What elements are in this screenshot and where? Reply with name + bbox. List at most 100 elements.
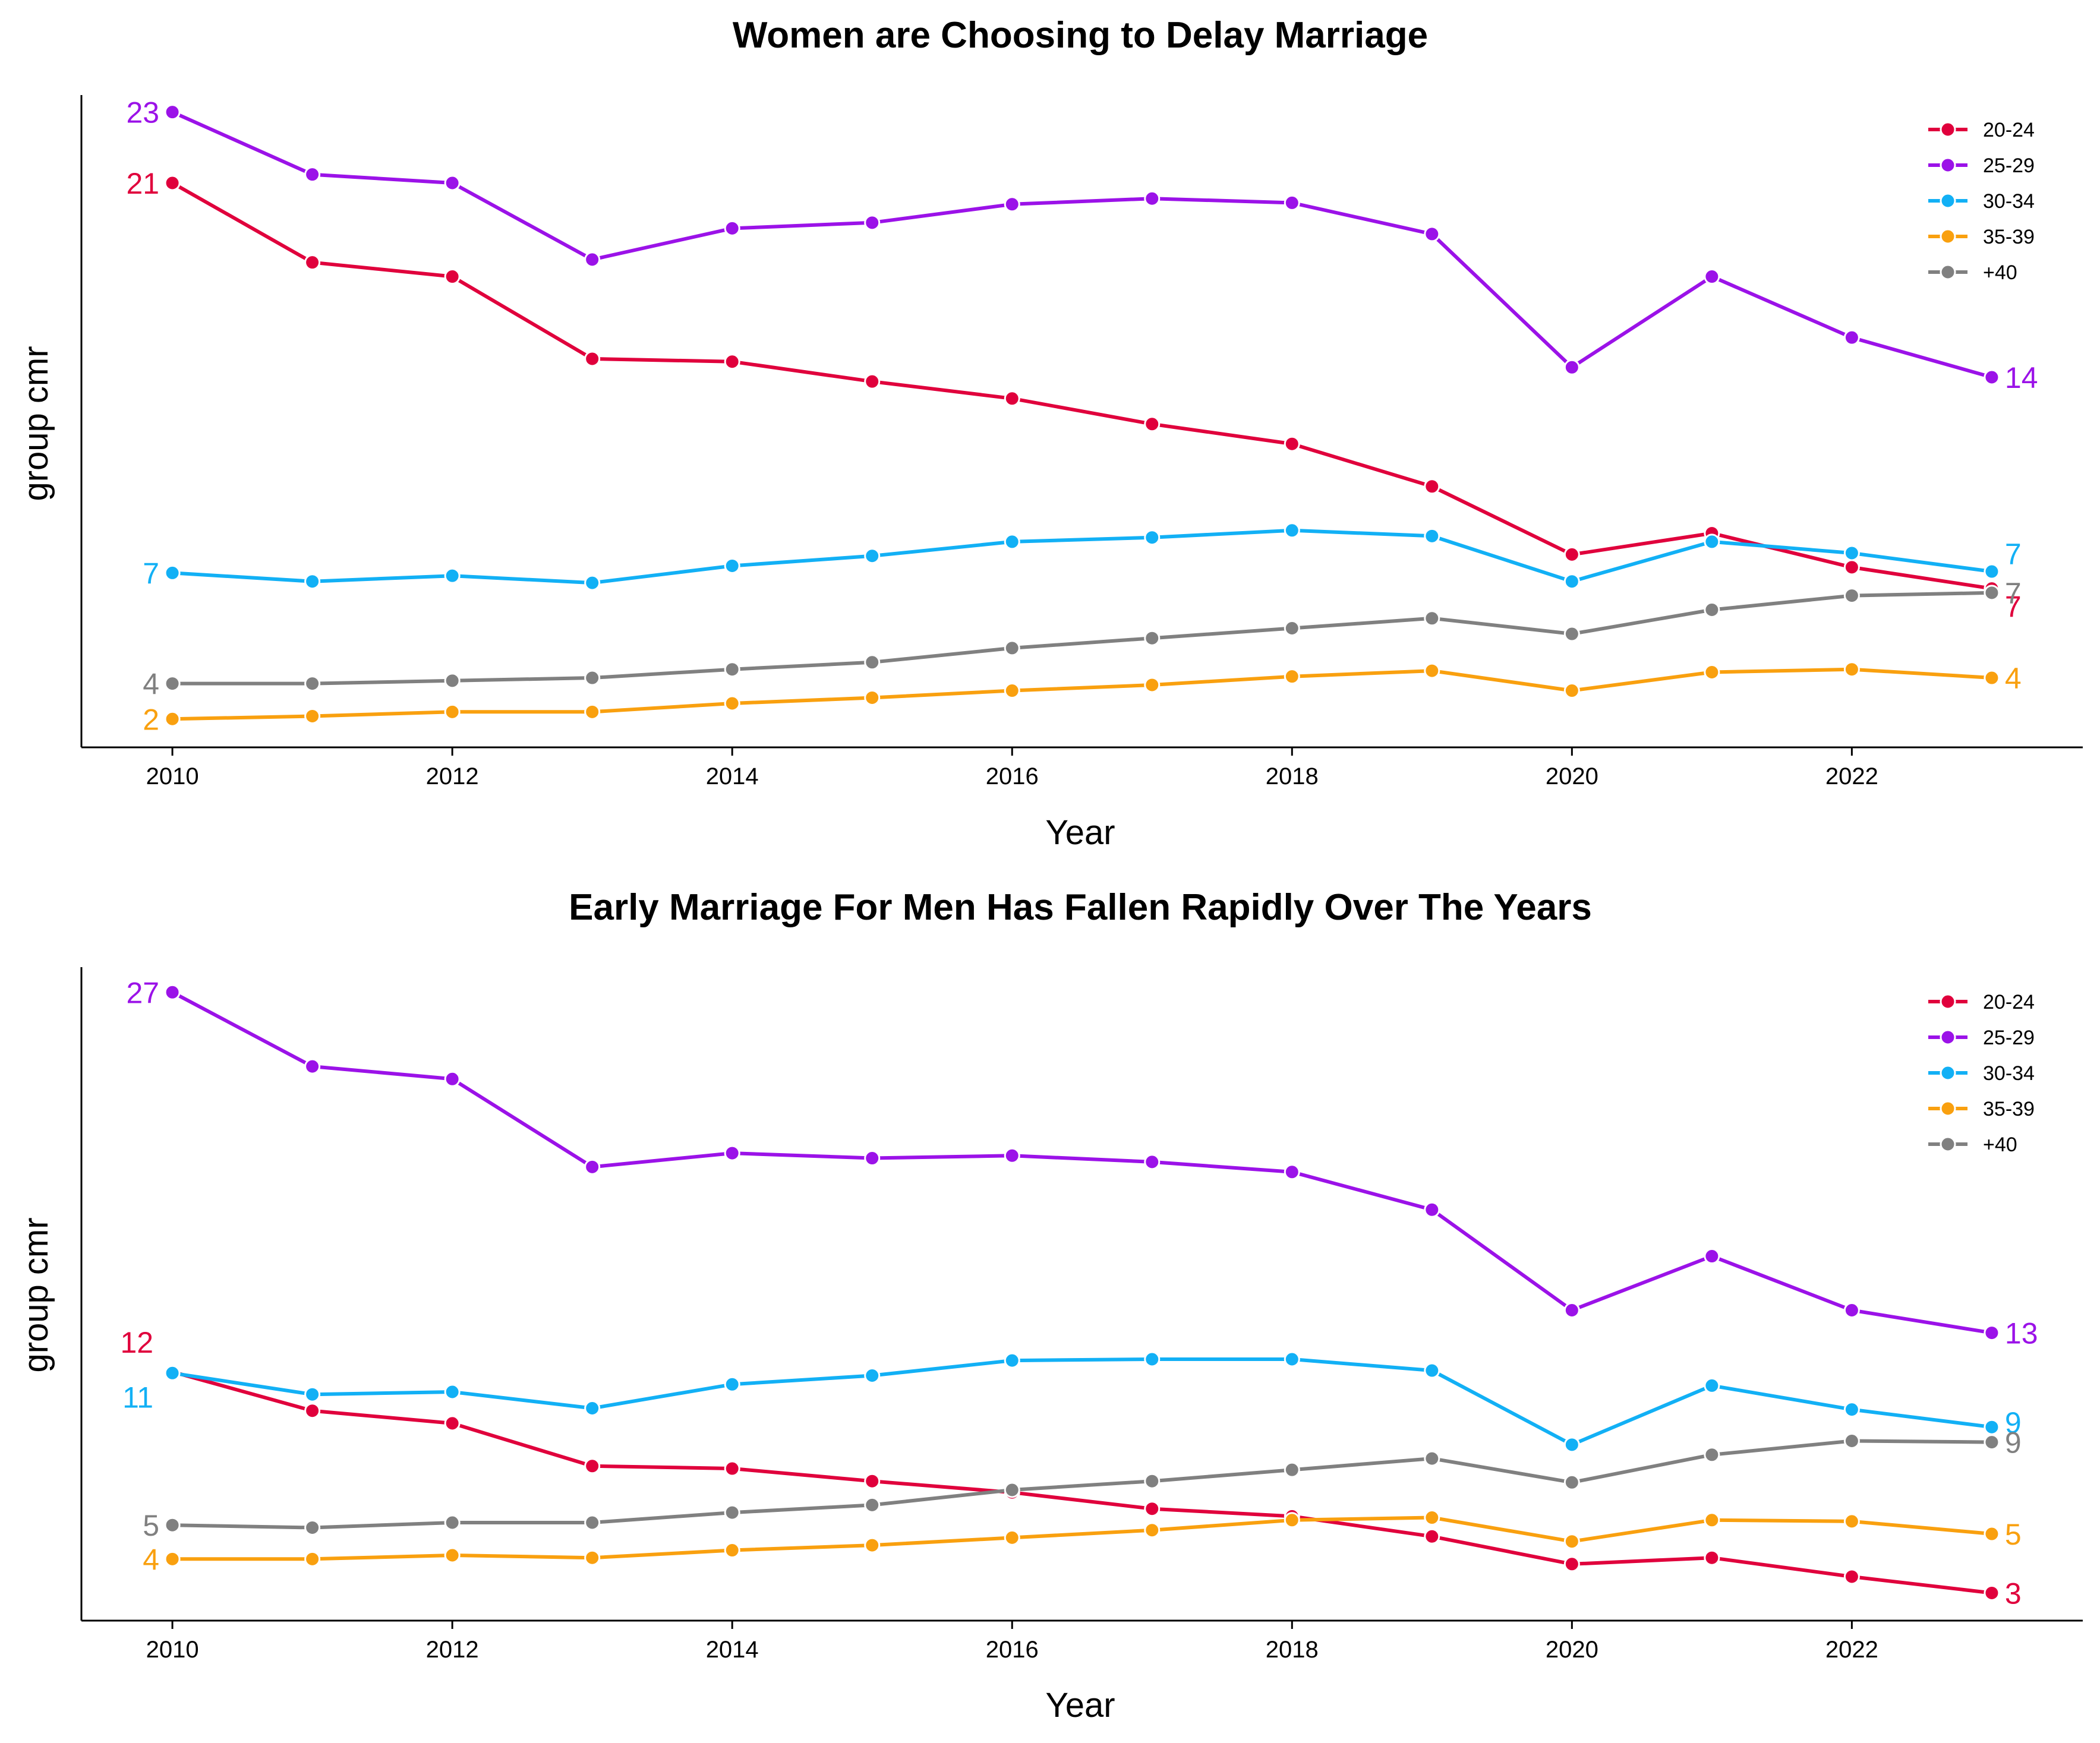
data-point — [1004, 1482, 1020, 1498]
legend-label: 20-24 — [1983, 119, 2035, 141]
data-point — [864, 1496, 881, 1513]
data-point — [1284, 668, 1300, 685]
end-value-label: 4 — [2005, 662, 2022, 695]
data-point — [724, 1542, 740, 1559]
data-point — [864, 1473, 881, 1489]
data-point — [864, 654, 881, 671]
series-line-35-39 — [172, 1515, 1992, 1561]
chart-title: Early Marriage For Men Has Fallen Rapidl… — [569, 887, 1592, 928]
data-point — [1004, 390, 1020, 407]
x-tick-label: 2020 — [1546, 763, 1598, 790]
data-point — [1563, 1302, 1580, 1318]
data-point — [1144, 1473, 1161, 1489]
data-point — [1144, 630, 1161, 646]
legend-marker — [1940, 121, 1956, 138]
data-point — [1424, 1450, 1440, 1467]
data-point — [1704, 1377, 1720, 1394]
legend-marker — [1940, 157, 1956, 173]
data-point — [1563, 546, 1580, 563]
data-point — [304, 1519, 321, 1536]
x-tick-label: 2018 — [1266, 1637, 1319, 1663]
start-value-label: 27 — [126, 976, 159, 1009]
data-point — [1563, 626, 1580, 642]
data-point — [444, 175, 461, 191]
x-tick-label: 2022 — [1825, 1637, 1878, 1663]
data-point — [584, 670, 601, 686]
data-point — [1704, 1447, 1720, 1463]
legend-marker — [1940, 1100, 1956, 1117]
legend-marker — [1940, 192, 1956, 209]
data-point — [1704, 533, 1720, 550]
chart-title: Women are Choosing to Delay Marriage — [733, 15, 1428, 56]
data-point — [1004, 1147, 1020, 1164]
legend-label: 25-29 — [1983, 1027, 2035, 1049]
data-point — [724, 661, 740, 678]
data-point — [1843, 1568, 1860, 1585]
data-point — [1424, 1201, 1440, 1218]
data-point — [1984, 369, 2000, 386]
series-line-30-34 — [172, 528, 1992, 585]
data-point — [1424, 1362, 1440, 1379]
start-value-label: 23 — [126, 96, 159, 130]
legend-marker — [1940, 1065, 1956, 1081]
data-point — [1144, 190, 1161, 207]
end-value-label: 9 — [2005, 1406, 2022, 1439]
y-axis-label: group cmr — [17, 1217, 55, 1372]
start-value-label: 4 — [143, 668, 159, 701]
series-line-20-24 — [171, 181, 1992, 591]
data-point — [1984, 585, 2000, 601]
data-point — [1704, 269, 1720, 285]
end-value-label: 9 — [2005, 1426, 2022, 1460]
data-point — [1843, 1401, 1860, 1418]
data-point — [1284, 1461, 1300, 1478]
legend-marker — [1940, 1029, 1956, 1046]
start-value-label: 21 — [126, 167, 159, 200]
data-point — [864, 548, 881, 564]
data-point — [444, 567, 461, 584]
end-value-label: 7 — [2005, 591, 2022, 624]
x-tick-label: 2020 — [1546, 1637, 1598, 1663]
legend-marker — [1940, 264, 1956, 280]
x-tick-label: 2012 — [426, 1637, 479, 1663]
data-point — [1004, 683, 1020, 699]
data-point — [444, 1071, 461, 1087]
x-tick-label: 2010 — [146, 763, 199, 790]
data-point — [164, 564, 181, 581]
data-point — [164, 1517, 181, 1533]
x-tick-label: 2016 — [986, 763, 1039, 790]
data-point — [1284, 435, 1300, 452]
data-point — [1004, 640, 1020, 656]
x-tick-label: 2016 — [986, 1637, 1039, 1663]
data-point — [304, 708, 321, 724]
x-tick-label: 2010 — [146, 1637, 199, 1663]
data-point — [444, 703, 461, 720]
data-point — [1144, 1522, 1161, 1539]
data-point — [724, 1504, 740, 1521]
data-point — [1284, 1351, 1300, 1368]
data-point — [164, 175, 181, 191]
chart-men: Early Marriage For Men Has Fallen Rapidl… — [17, 887, 2083, 1725]
series-line-plus40 — [172, 1439, 1992, 1530]
legend-marker — [1940, 1136, 1956, 1152]
data-point — [444, 672, 461, 689]
legend-label: 35-39 — [1983, 226, 2035, 248]
legend-marker — [1940, 228, 1956, 245]
data-point — [724, 1460, 740, 1477]
data-point — [1004, 1352, 1020, 1369]
data-point — [1843, 545, 1860, 561]
data-point — [1984, 1526, 2000, 1542]
data-point — [724, 1145, 740, 1161]
end-value-label: 3 — [2005, 1577, 2022, 1610]
data-point — [1843, 1302, 1860, 1318]
data-point — [1424, 662, 1440, 679]
data-point — [1424, 528, 1440, 544]
data-point — [1984, 1434, 2000, 1451]
data-point — [1284, 522, 1300, 539]
data-point — [584, 1400, 601, 1416]
start-value-label: 7 — [143, 557, 159, 590]
series-line-30-34 — [172, 1357, 1992, 1447]
legend-label: 30-34 — [1983, 190, 2035, 213]
data-point — [164, 675, 181, 692]
data-point — [1424, 1528, 1440, 1545]
data-point — [1004, 1529, 1020, 1546]
